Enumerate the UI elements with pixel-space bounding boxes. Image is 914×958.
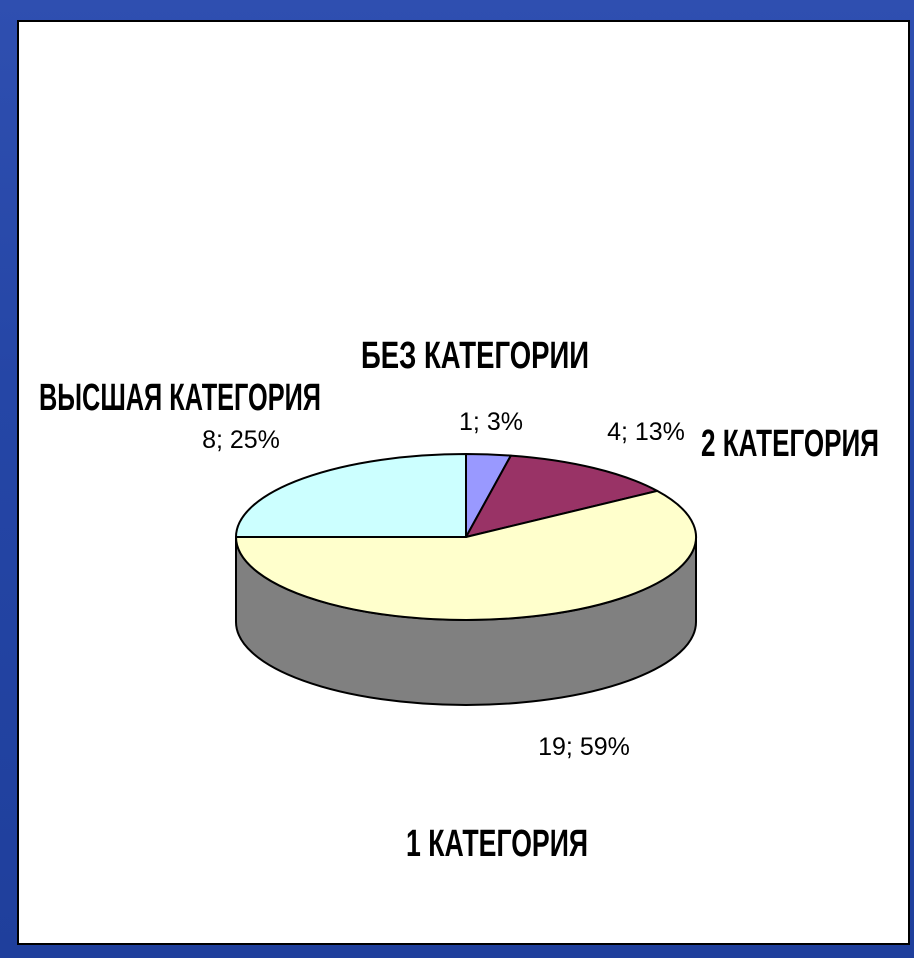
- data-label-2-kategoriya: 4; 13%: [607, 418, 685, 446]
- category-label-2-kategoriya: 2 КАТЕГОРИЯ: [701, 423, 879, 465]
- pie-slice: [235, 489, 697, 621]
- category-label-bez-kategorii: БЕЗ КАТЕГОРИИ: [361, 335, 589, 377]
- data-label-1-kategoriya: 19; 59%: [538, 733, 630, 761]
- data-label-vysshaya-kategoriya: 8; 25%: [202, 426, 280, 454]
- pie-top-face: [235, 453, 697, 621]
- category-label-1-kategoriya: 1 КАТЕГОРИЯ: [406, 823, 588, 865]
- data-label-bez-kategorii: 1; 3%: [459, 408, 523, 436]
- category-label-vysshaya-kategoriya: ВЫСШАЯ КАТЕГОРИЯ: [39, 377, 321, 419]
- pie-slice: [465, 454, 659, 538]
- pie-slice: [235, 453, 467, 538]
